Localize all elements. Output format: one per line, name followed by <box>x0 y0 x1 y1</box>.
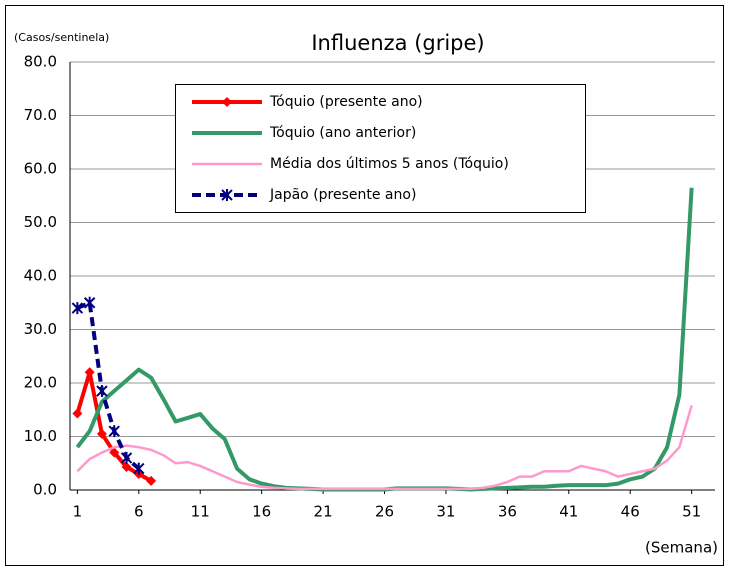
point <box>120 451 133 464</box>
x-tick-label: 51 <box>682 503 701 521</box>
y-tick-label: 20.0 <box>24 374 57 392</box>
point <box>146 475 157 486</box>
point <box>84 367 95 378</box>
y-tick-label: 30.0 <box>24 320 57 338</box>
point <box>72 408 83 419</box>
x-tick-label: 36 <box>498 503 517 521</box>
x-tick-label: 41 <box>559 503 578 521</box>
legend-label: Japão (presente ano) <box>269 187 416 203</box>
point <box>83 296 96 309</box>
x-tick-label: 31 <box>436 503 455 521</box>
y-tick-label: 0.0 <box>33 481 57 499</box>
y-axis-label: (Casos/sentinela) <box>14 31 109 44</box>
x-tick-label: 1 <box>73 503 83 521</box>
y-tick-label: 10.0 <box>24 427 57 445</box>
x-tick-label: 6 <box>134 503 144 521</box>
legend-box <box>175 84 586 213</box>
legend-marker <box>221 189 233 201</box>
y-tick-label: 40.0 <box>24 267 57 285</box>
y-tick-label: 50.0 <box>24 213 57 231</box>
x-tick-label: 46 <box>621 503 640 521</box>
chart-title: Influenza (gripe) <box>311 31 484 55</box>
legend-label: Tóquio (ano anterior) <box>269 125 416 141</box>
y-tick-label: 70.0 <box>24 106 57 124</box>
x-tick-label: 21 <box>314 503 333 521</box>
point <box>96 385 108 398</box>
point <box>109 447 120 458</box>
legend-label: Tóquio (presente ano) <box>269 94 423 110</box>
x-tick-label: 11 <box>191 503 210 521</box>
x-axis-label: (Semana) <box>645 539 718 557</box>
point <box>133 462 145 475</box>
point <box>96 428 107 439</box>
y-tick-label: 80.0 <box>24 53 57 71</box>
legend-label: Média dos últimos 5 anos (Tóquio) <box>270 156 509 172</box>
x-tick-label: 26 <box>375 503 394 521</box>
point <box>108 425 120 438</box>
point <box>71 302 84 315</box>
point <box>121 461 132 472</box>
legend-marker <box>222 97 232 107</box>
y-tick-label: 60.0 <box>24 160 57 178</box>
series-line <box>76 405 693 491</box>
x-tick-label: 16 <box>252 503 271 521</box>
